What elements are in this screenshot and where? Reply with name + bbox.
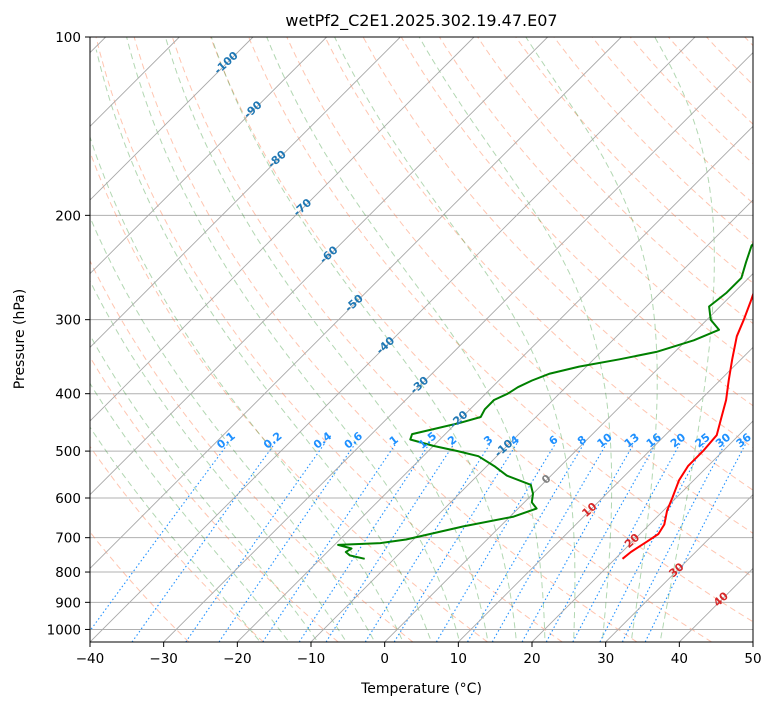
isotherm-line — [384, 273, 753, 642]
x-tick-label: −20 — [223, 651, 252, 667]
mixing-ratio-line — [218, 442, 357, 642]
x-tick-label: 50 — [744, 651, 761, 667]
mixing-ratio-line — [90, 442, 229, 632]
mixing-ratio-line — [185, 442, 326, 642]
dry-adiabat — [90, 445, 264, 642]
dry-adiabat — [210, 37, 753, 623]
x-tick-label: 30 — [597, 651, 614, 667]
isotherm-line — [605, 494, 753, 642]
dry-adiabat — [171, 37, 712, 642]
isotherm-line — [90, 37, 254, 201]
dry-adiabat — [400, 37, 753, 407]
mixing-ratio-line — [364, 442, 491, 642]
isotherm-line — [90, 37, 548, 496]
y-tick-label: 300 — [55, 313, 81, 329]
y-tick-label: 900 — [55, 595, 81, 611]
moist-adiabat — [418, 37, 613, 642]
x-axis-label: Temperature (°C) — [360, 681, 482, 697]
moist-adiabat — [126, 37, 461, 642]
moist-adiabat — [90, 382, 290, 642]
moist-adiabat — [164, 37, 489, 642]
dewpoint-profile — [337, 242, 753, 560]
y-tick-label: 800 — [55, 565, 81, 581]
dry-adiabat — [591, 37, 753, 204]
isotherm-line — [90, 37, 622, 569]
mixing-ratio-line — [393, 443, 518, 642]
y-tick-label: 500 — [55, 444, 81, 460]
isotherm-line — [90, 37, 401, 348]
moist-adiabat — [334, 37, 576, 642]
dry-adiabat — [629, 37, 753, 165]
x-tick-label: 10 — [450, 651, 467, 667]
y-tick-label: 200 — [55, 208, 81, 224]
dry-adiabat — [248, 37, 753, 578]
x-tick-label: −10 — [297, 651, 326, 667]
plot-frame — [89, 36, 754, 643]
isotherm-line — [237, 125, 753, 642]
dry-adiabat — [95, 37, 563, 642]
mixing-ratio-line — [599, 443, 706, 642]
y-tick-label: 100 — [55, 30, 81, 46]
dry-adiabat — [477, 37, 753, 325]
isotherm-line — [458, 346, 753, 642]
mixing-ratio-line — [572, 443, 681, 642]
y-tick-label: 600 — [55, 491, 81, 507]
isotherm-line — [531, 420, 753, 642]
isotherm-line — [90, 37, 696, 642]
x-tick-label: 40 — [671, 651, 688, 667]
chart-title: wetPf2_C2E1.2025.302.19.47.E07 — [285, 11, 557, 31]
isotherm-line — [90, 37, 327, 275]
mixing-ratio-line — [545, 443, 657, 642]
y-tick-label: 700 — [55, 531, 81, 547]
x-tick-label: 20 — [523, 651, 540, 667]
isotherm-line — [90, 37, 475, 422]
moist-adiabat — [266, 37, 546, 642]
moist-adiabat — [90, 279, 347, 642]
moist-adiabat — [90, 426, 261, 642]
mixing-ratio-line — [435, 443, 557, 642]
y-tick-label: 1000 — [47, 622, 81, 638]
moist-adiabat — [654, 37, 715, 642]
x-tick-label: 0 — [380, 651, 389, 667]
y-axis-label: Pressure (hPa) — [12, 289, 28, 389]
moist-adiabat — [525, 37, 658, 642]
x-tick-label: −30 — [149, 651, 178, 667]
moist-adiabat — [90, 215, 376, 642]
dry-adiabat — [324, 37, 753, 491]
mixing-ratio-line — [325, 442, 455, 642]
dry-adiabat — [133, 37, 638, 642]
moist-adiabat — [95, 49, 432, 642]
dry-adiabat — [90, 259, 414, 642]
temperature-profile — [621, 291, 753, 560]
dry-adiabat — [515, 37, 753, 284]
x-tick-label: −40 — [76, 651, 105, 667]
isotherm-line — [163, 52, 753, 642]
mixing-ratio-line — [131, 442, 276, 642]
isotherm-line — [310, 199, 753, 642]
mixing-ratio-line — [644, 443, 747, 642]
y-tick-label: 400 — [55, 387, 81, 403]
